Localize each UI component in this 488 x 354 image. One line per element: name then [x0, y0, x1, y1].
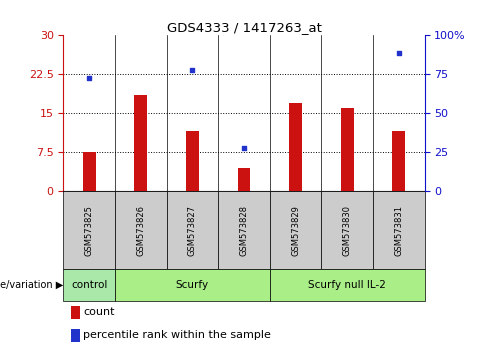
Text: Scurfy: Scurfy [176, 280, 209, 290]
Point [137, 0, 145, 4]
Point [188, 67, 196, 73]
Bar [373, 191, 425, 269]
Bar [83, 152, 96, 191]
Text: control: control [71, 280, 107, 290]
Text: GSM573826: GSM573826 [136, 205, 145, 256]
Bar [71, 329, 80, 342]
Text: Scurfy null IL-2: Scurfy null IL-2 [308, 280, 386, 290]
Bar [166, 191, 218, 269]
Bar [186, 131, 199, 191]
Bar [134, 95, 147, 191]
Bar [218, 191, 270, 269]
Bar [392, 131, 405, 191]
Bar [63, 191, 115, 269]
Point [395, 50, 403, 55]
Point [292, 0, 300, 4]
Text: percentile rank within the sample: percentile rank within the sample [83, 330, 271, 341]
Text: genotype/variation ▶: genotype/variation ▶ [0, 280, 63, 290]
Text: GSM573827: GSM573827 [188, 205, 197, 256]
Bar [270, 269, 425, 301]
Bar [289, 103, 302, 191]
Title: GDS4333 / 1417263_at: GDS4333 / 1417263_at [166, 21, 322, 34]
Bar [270, 191, 322, 269]
Bar [238, 168, 250, 191]
Bar [322, 191, 373, 269]
Bar [341, 108, 354, 191]
Text: GSM573829: GSM573829 [291, 205, 300, 256]
Point [343, 0, 351, 4]
Bar [63, 269, 115, 301]
Point [85, 76, 93, 81]
Text: GSM573828: GSM573828 [240, 205, 248, 256]
Text: count: count [83, 307, 115, 318]
Bar [115, 269, 270, 301]
Bar [71, 306, 80, 319]
Bar [115, 191, 166, 269]
Text: GSM573825: GSM573825 [85, 205, 94, 256]
Text: GSM573831: GSM573831 [394, 205, 403, 256]
Text: GSM573830: GSM573830 [343, 205, 352, 256]
Point [240, 145, 248, 151]
